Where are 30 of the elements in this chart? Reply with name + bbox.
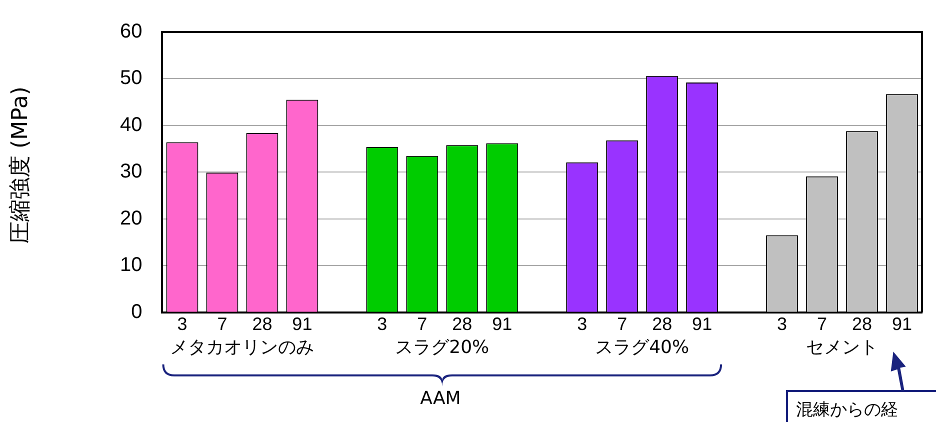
y-tick-label: 30 (120, 160, 142, 183)
x-tick-label: 7 (217, 314, 228, 334)
x-tick-label: 7 (617, 314, 628, 334)
y-tick-label: 60 (120, 20, 142, 43)
y-tick-label: 10 (120, 254, 142, 276)
text: 混練からの経 (796, 399, 898, 421)
y-tick-label: 0 (131, 300, 142, 323)
series-label: スラグ20% (395, 337, 490, 358)
text: AAM (420, 388, 461, 410)
x-tick-label: 3 (377, 314, 388, 334)
x-tick-label: 91 (892, 314, 912, 334)
x-tick-label: 3 (577, 314, 588, 334)
series-label: セメント (806, 337, 878, 358)
x-tick-label: 28 (652, 314, 672, 334)
x-tick-label: 7 (417, 314, 428, 334)
y-axis-title: 圧縮強度 (MPa) (7, 86, 34, 246)
x-tick-label: 7 (817, 314, 828, 334)
series-label: スラグ40% (595, 337, 690, 358)
x-tick-label: 91 (492, 314, 512, 334)
x-tick-label: 3 (177, 314, 188, 334)
x-tick-label: 3 (777, 314, 788, 334)
y-tick-label: 20 (120, 207, 142, 230)
x-tick-label: 28 (452, 314, 472, 334)
x-tick-label: 28 (852, 314, 872, 334)
y-tick-label: 40 (120, 114, 142, 136)
x-tick-label: 28 (252, 314, 272, 334)
series-label: メタカオリンのみ (170, 337, 314, 358)
y-tick-label: 50 (120, 67, 142, 90)
x-tick-label: 91 (292, 314, 312, 334)
x-tick-label: 91 (692, 314, 712, 334)
